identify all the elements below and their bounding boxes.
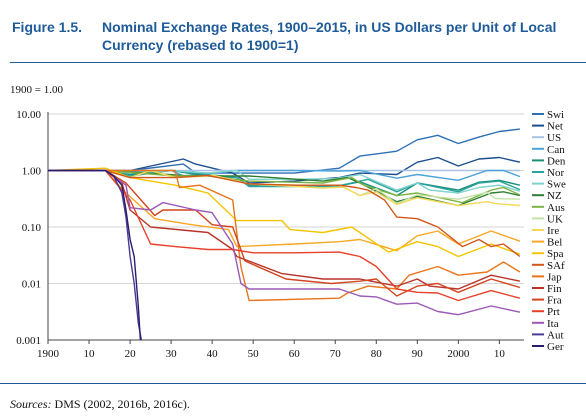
figure-header: Figure 1.5. Nominal Exchange Rates, 1900… (10, 12, 586, 63)
y-tick-label: 10.00 (16, 109, 41, 121)
sources-text: DMS (2002, 2016b, 2016c). (54, 397, 190, 411)
legend-label-nor: Nor (547, 167, 564, 179)
legend-label-fin: Fin (547, 283, 562, 295)
legend-label-uk: UK (547, 213, 563, 225)
legend-label-nz: NZ (547, 190, 562, 202)
legend-label-ita: Ita (547, 318, 559, 330)
x-tick-label: 2000 (447, 348, 470, 360)
series-line-ita (48, 169, 521, 316)
legend-label-jap: Jap (547, 271, 562, 283)
x-tick-label: 50 (248, 348, 260, 360)
legend-label-prt: Prt (547, 306, 560, 318)
series-line-saf (48, 169, 521, 258)
series-line-fra (48, 169, 521, 297)
x-tick-label: 40 (207, 348, 219, 360)
series-line-jap (48, 169, 521, 302)
legend-label-aut: Aut (547, 329, 564, 341)
legend-label-spa: Spa (547, 248, 564, 260)
y-tick-label: 0.10 (22, 222, 42, 234)
legend-label-can: Can (547, 144, 565, 156)
x-tick-label: 30 (166, 348, 178, 360)
legend-label-net: Net (547, 121, 563, 133)
sources-note: Sources: DMS (2002, 2016b, 2016c). (10, 397, 190, 412)
series-line-ger (48, 169, 142, 340)
x-tick-label: 70 (330, 348, 342, 360)
x-tick-label: 1900 (37, 348, 60, 360)
figure-title: Nominal Exchange Rates, 1900–2015, in US… (102, 19, 557, 53)
series-line-swi (48, 128, 520, 174)
figure-label: Figure 1.5. (12, 19, 83, 35)
sources-prefix: Sources: (10, 397, 52, 411)
legend-label-bel: Bel (547, 237, 562, 249)
series-line-prt (48, 169, 521, 302)
x-tick-label: 10 (494, 348, 506, 360)
y-unit-label: 1900 = 1.00 (10, 84, 63, 96)
footer-rule (0, 383, 586, 384)
y-tick-label: 0.01 (22, 279, 41, 291)
x-tick-label: 20 (125, 348, 137, 360)
legend-label-swi: Swi (547, 109, 564, 121)
series-line-can (48, 169, 521, 182)
y-tick-label: 0.001 (16, 335, 41, 347)
legend-label-saf: SAf (547, 260, 565, 272)
legend-label-ger: Ger (547, 341, 564, 353)
series-line-ire (48, 169, 520, 207)
x-tick-label: 90 (412, 348, 424, 360)
x-tick-label: 10 (84, 348, 96, 360)
series-line-fin (48, 169, 521, 290)
legend-label-us: US (547, 132, 561, 144)
x-tick-label: 80 (371, 348, 383, 360)
header-rule (10, 62, 586, 63)
series-line-swe (48, 169, 521, 194)
series-line-spa (48, 167, 521, 258)
legend-label-swe: Swe (547, 179, 566, 191)
series-line-bel (48, 169, 521, 252)
legend-label-fra: Fra (547, 295, 562, 307)
legend-label-ire: Ire (547, 225, 559, 237)
y-tick-label: 1.00 (22, 166, 42, 178)
legend-label-aus: Aus (547, 202, 565, 214)
legend-label-den: Den (547, 155, 566, 167)
x-tick-label: 60 (289, 348, 301, 360)
